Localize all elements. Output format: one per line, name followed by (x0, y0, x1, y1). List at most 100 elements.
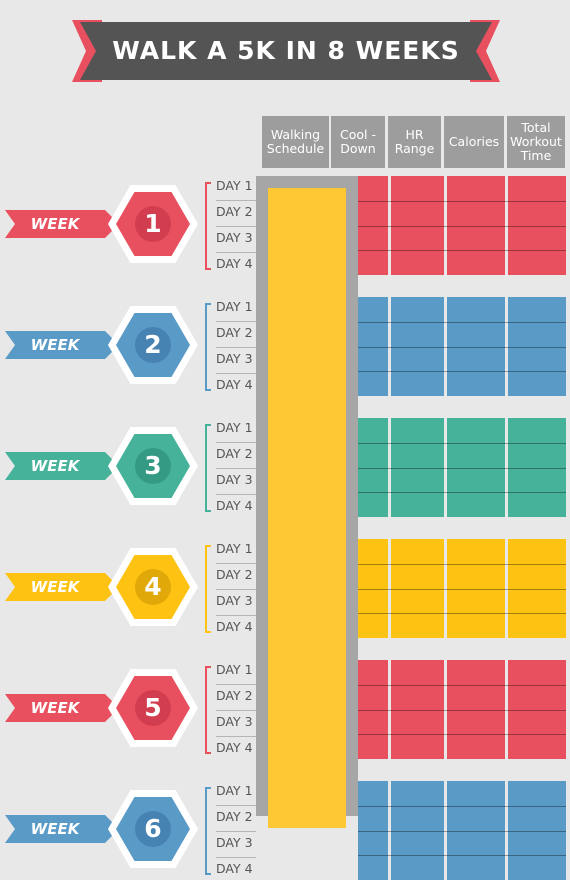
row-divider (358, 468, 566, 469)
day-label: DAY 3 (216, 714, 253, 729)
day-rule (216, 857, 256, 858)
day-label: DAY 2 (216, 325, 253, 340)
day-bracket (205, 666, 211, 754)
walking-schedule-fill (268, 188, 346, 828)
day-label: DAY 4 (216, 619, 253, 634)
row-divider (358, 443, 566, 444)
table-cell (358, 660, 388, 759)
page-title: WALK A 5K IN 8 WEEKS (112, 36, 460, 65)
table-cell (391, 176, 444, 275)
day-label: DAY 1 (216, 783, 253, 798)
week-number: 6 (144, 814, 162, 843)
day-label: DAY 4 (216, 256, 253, 271)
table-cell (391, 660, 444, 759)
day-label: DAY 1 (216, 420, 253, 435)
day-label: DAY 3 (216, 835, 253, 850)
row-divider (358, 347, 566, 348)
table-cell (391, 539, 444, 638)
table-cell (358, 297, 388, 396)
week-number-badge: 3 (108, 421, 198, 511)
day-label: DAY 3 (216, 472, 253, 487)
week-number-badge: 4 (108, 542, 198, 632)
week-label: WEEK (30, 578, 80, 596)
day-rule (216, 589, 256, 590)
week-number: 3 (144, 451, 162, 480)
table-cell (508, 176, 566, 275)
ribbon-shape (5, 331, 119, 359)
day-rule (216, 831, 256, 832)
row-divider (358, 226, 566, 227)
day-label: DAY 4 (216, 740, 253, 755)
hexagon-shape (108, 669, 198, 747)
day-label: DAY 1 (216, 662, 253, 677)
banner-shape (72, 20, 500, 82)
column-header: Walking Schedule (262, 116, 329, 168)
ribbon-shape (5, 573, 119, 601)
table-cell (508, 418, 566, 517)
day-label: DAY 2 (216, 446, 253, 461)
hexagon-shape (108, 427, 198, 505)
day-rule (216, 805, 256, 806)
row-divider (358, 492, 566, 493)
day-label: DAY 1 (216, 541, 253, 556)
ribbon-shape (5, 694, 119, 722)
week-number: 2 (144, 330, 162, 359)
row-divider (358, 564, 566, 565)
table-cell (447, 539, 505, 638)
hexagon-shape (108, 548, 198, 626)
row-divider (358, 855, 566, 856)
day-label: DAY 4 (216, 861, 253, 876)
row-divider (358, 250, 566, 251)
column-header: Cool - Down (331, 116, 385, 168)
day-rule (216, 494, 256, 495)
day-rule (216, 347, 256, 348)
hexagon-shape (108, 185, 198, 263)
day-bracket (205, 182, 211, 270)
week-label: WEEK (30, 457, 80, 475)
table-cell (447, 660, 505, 759)
row-divider (358, 613, 566, 614)
hexagon-shape (108, 306, 198, 384)
day-bracket (205, 545, 211, 633)
table-cell (447, 418, 505, 517)
week-label: WEEK (30, 820, 80, 838)
day-rule (216, 252, 256, 253)
day-rule (216, 226, 256, 227)
day-bracket (205, 303, 211, 391)
column-header: Total Workout Time (507, 116, 565, 168)
week-number-badge: 6 (108, 784, 198, 874)
day-label: DAY 3 (216, 593, 253, 608)
ribbon-shape (5, 452, 119, 480)
day-label: DAY 1 (216, 299, 253, 314)
day-rule (216, 373, 256, 374)
day-bracket (205, 787, 211, 875)
table-cell (447, 297, 505, 396)
day-label: DAY 2 (216, 809, 253, 824)
column-header: HR Range (388, 116, 441, 168)
week-label: WEEK (30, 215, 80, 233)
row-divider (358, 201, 566, 202)
day-label: DAY 4 (216, 498, 253, 513)
day-label: DAY 2 (216, 204, 253, 219)
week-label: WEEK (30, 336, 80, 354)
row-divider (358, 806, 566, 807)
table-cell (508, 660, 566, 759)
day-rule (216, 321, 256, 322)
week-number-badge: 1 (108, 179, 198, 269)
week-number: 4 (144, 572, 162, 601)
day-rule (216, 684, 256, 685)
day-rule (216, 710, 256, 711)
table-cell (358, 176, 388, 275)
week-number-badge: 5 (108, 663, 198, 753)
day-label: DAY 3 (216, 351, 253, 366)
day-rule (216, 442, 256, 443)
table-cell (391, 418, 444, 517)
ribbon-shape (5, 210, 119, 238)
row-divider (358, 322, 566, 323)
table-cell (508, 297, 566, 396)
title-banner: WALK A 5K IN 8 WEEKS (72, 20, 500, 82)
day-label: DAY 1 (216, 178, 253, 193)
walking-schedule-column (256, 176, 358, 828)
table-cell (358, 539, 388, 638)
week-label: WEEK (30, 699, 80, 717)
